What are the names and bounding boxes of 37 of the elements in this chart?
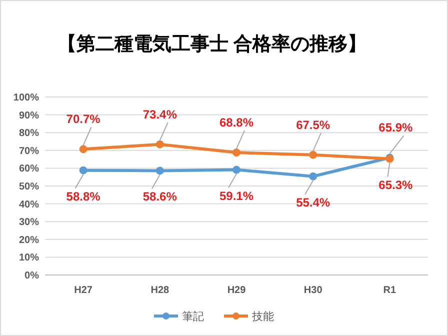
point — [232, 148, 240, 157]
point — [309, 150, 318, 159]
y-tick-label: 70% — [18, 146, 40, 157]
y-tick-label: 60% — [18, 164, 40, 175]
data-label: 65.9% — [378, 120, 414, 135]
y-tick-label: 20% — [18, 234, 40, 246]
y-tick-label: 80% — [18, 128, 40, 140]
data-label: 73.4% — [142, 107, 178, 122]
y-tick-label: 10% — [18, 252, 40, 264]
legend-label: 筆記 — [182, 310, 204, 323]
data-label: 70.7% — [66, 112, 101, 126]
y-tick-label: 100% — [13, 92, 40, 104]
x-tick-label: R1 — [383, 285, 397, 296]
chart-title: 【第二種電気工事士 合格率の推移】 — [57, 33, 367, 55]
x-tick-label: H28 — [150, 285, 170, 296]
point — [79, 145, 88, 154]
point — [79, 166, 88, 174]
y-tick-label: 30% — [18, 217, 40, 228]
legend-label: 技能 — [251, 310, 274, 323]
y-tick-label: 0% — [24, 270, 40, 282]
point — [232, 166, 240, 174]
data-label: 65.3% — [378, 178, 414, 192]
data-label: 58.6% — [142, 190, 178, 204]
y-tick-label: 50% — [18, 182, 40, 192]
point — [156, 140, 164, 148]
x-tick-label: H29 — [227, 285, 246, 296]
point — [309, 172, 318, 180]
data-label: 68.8% — [219, 116, 254, 130]
x-tick-label: H30 — [304, 285, 323, 296]
data-label: 58.8% — [66, 189, 101, 204]
x-tick-label: H27 — [74, 285, 93, 296]
data-label: 55.4% — [296, 195, 330, 210]
data-label: 59.1% — [219, 188, 254, 203]
point — [156, 166, 164, 175]
data-label: 67.5% — [296, 118, 330, 132]
y-tick-label: 40% — [18, 199, 40, 210]
y-tick-label: 90% — [18, 110, 40, 122]
